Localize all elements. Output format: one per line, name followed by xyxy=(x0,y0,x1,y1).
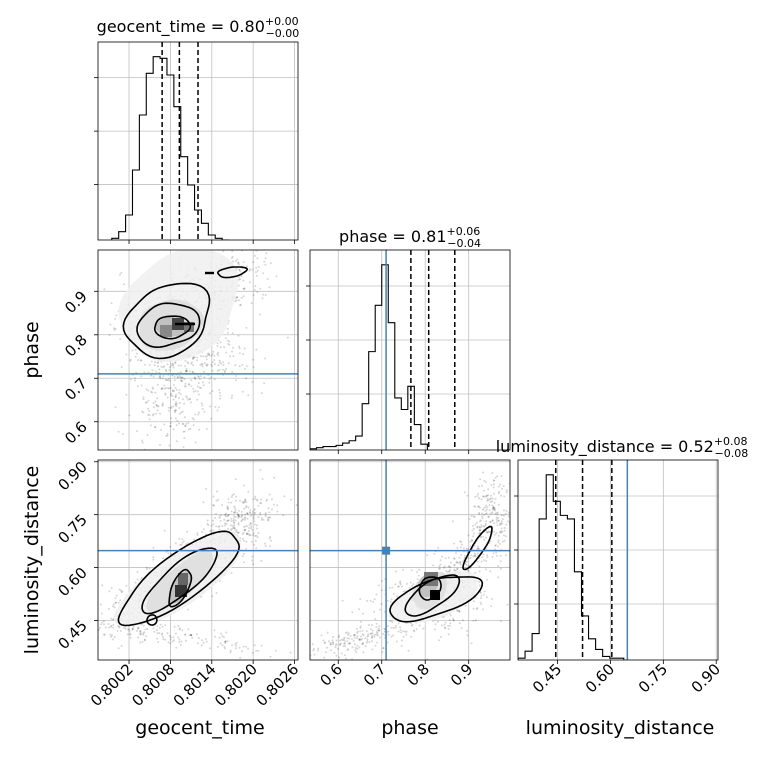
scatter-geocent_time-vs-luminosity_distance xyxy=(94,459,299,664)
y-tick-label: 0.8 xyxy=(61,331,91,361)
scatter-phase-vs-luminosity_distance xyxy=(309,459,511,664)
histogram-steps xyxy=(518,474,625,660)
x-tick-label: 0.60 xyxy=(582,660,618,696)
x-tick-label: 0.8 xyxy=(403,660,433,690)
y-tick-label: 0.6 xyxy=(61,418,91,448)
y-axis-label-phase: phase xyxy=(21,321,43,378)
x-axis-label-luminosity-distance: luminosity_distance xyxy=(526,717,715,739)
histogram-steps xyxy=(310,264,428,450)
x-tick-label: 0.45 xyxy=(529,660,565,696)
x-tick-label: 0.8008 xyxy=(128,660,178,710)
truth-marker xyxy=(382,546,391,555)
contour-line xyxy=(122,282,211,360)
x-tick-label: 0.90 xyxy=(688,660,724,696)
contour-line xyxy=(168,568,193,608)
contour-line xyxy=(141,547,218,615)
x-axis-label-phase: phase xyxy=(381,717,438,739)
contour-line xyxy=(462,525,493,571)
x-axis-label-geocent-time: geocent_time xyxy=(135,717,264,739)
x-tick-label: 0.7 xyxy=(360,660,390,690)
contour-line xyxy=(146,614,158,626)
y-tick-label: 0.60 xyxy=(54,564,90,600)
scatter-geocent_time-vs-phase xyxy=(94,249,299,451)
y-tick-label: 0.7 xyxy=(61,374,91,404)
histogram-luminosity_distance xyxy=(514,459,719,664)
x-tick-label: 0.8002 xyxy=(87,660,137,710)
title-luminosity_distance: luminosity_distance = 0.52+0.08 −0.08 xyxy=(496,435,749,460)
title-geocent_time: geocent_time = 0.80+0.00 −0.00 xyxy=(97,15,300,40)
contour-line xyxy=(117,530,241,627)
contour-line xyxy=(136,302,201,349)
x-tick-label: 0.9 xyxy=(447,660,477,690)
y-tick-label: 0.45 xyxy=(54,617,90,653)
contour-line xyxy=(418,576,442,601)
y-tick-label: 0.90 xyxy=(54,458,90,494)
histogram-phase xyxy=(306,249,511,454)
histogram-steps xyxy=(111,56,230,240)
contour-line xyxy=(216,266,249,279)
x-tick-label: 0.8020 xyxy=(211,660,261,710)
contour-line xyxy=(389,576,484,623)
title-phase: phase = 0.81+0.06 −0.04 xyxy=(339,225,481,250)
contour-line xyxy=(154,315,192,340)
x-tick-label: 0.6 xyxy=(316,660,346,690)
histogram-geocent_time xyxy=(94,41,299,244)
y-tick-label: 0.9 xyxy=(61,287,91,317)
x-tick-label: 0.8026 xyxy=(253,660,303,710)
x-tick-label: 0.8014 xyxy=(170,660,220,710)
x-tick-label: 0.75 xyxy=(635,660,671,696)
y-tick-label: 0.75 xyxy=(54,511,90,547)
y-axis-label-luminosity-distance: luminosity_distance xyxy=(21,466,43,655)
